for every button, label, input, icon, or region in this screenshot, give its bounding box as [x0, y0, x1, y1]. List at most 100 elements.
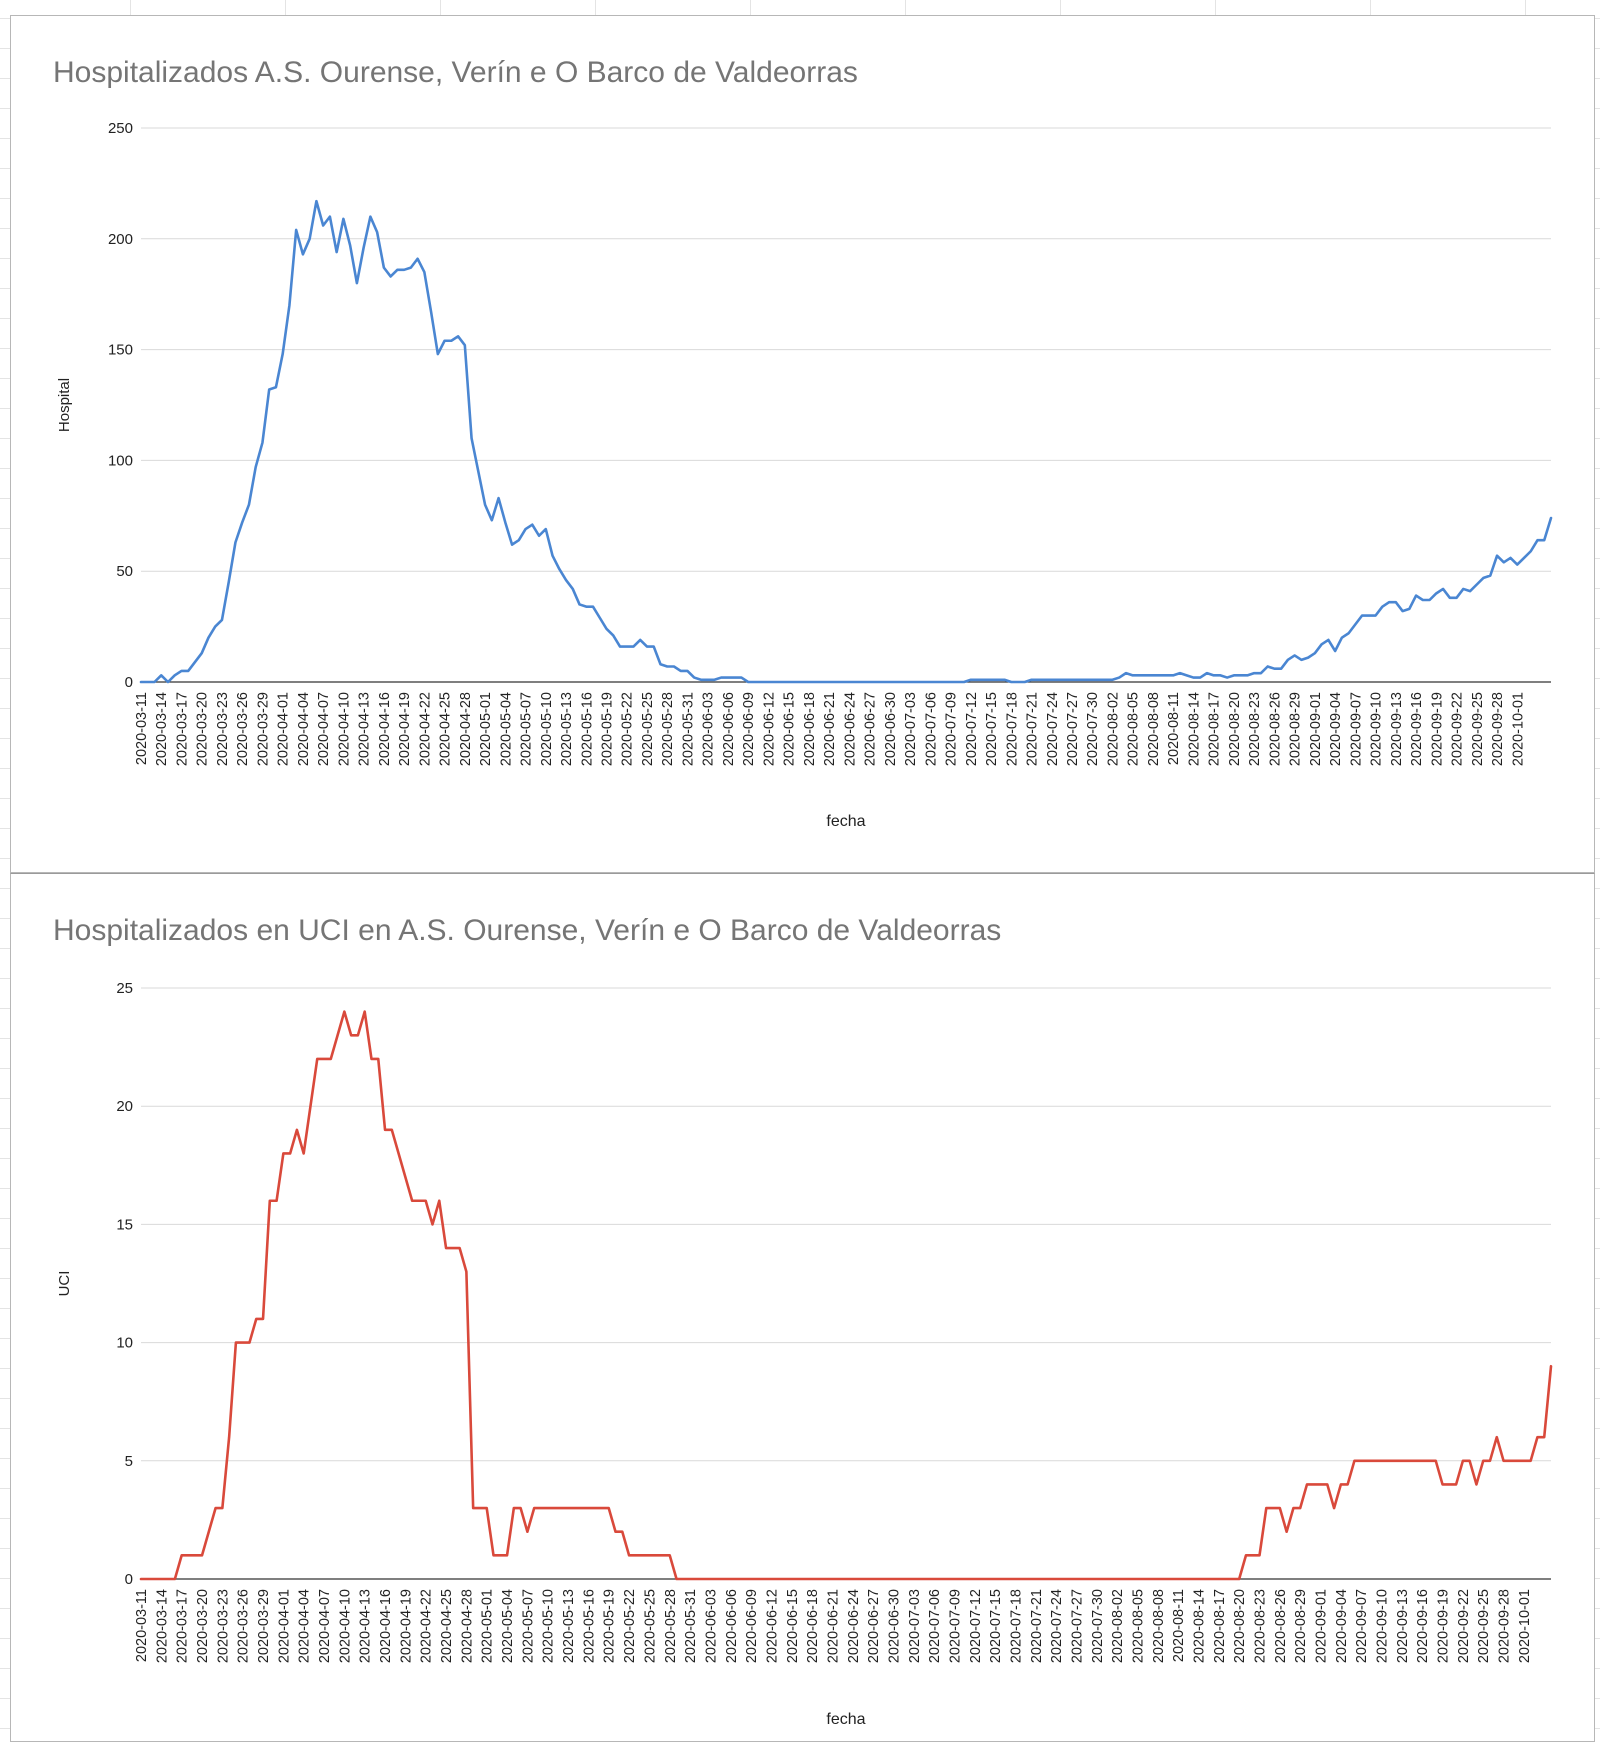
data-point: [1172, 674, 1175, 677]
data-point: [736, 1578, 739, 1581]
data-point: [585, 605, 588, 608]
x-axis-label: fecha: [826, 813, 865, 830]
data-point: [513, 1507, 516, 1510]
x-tick-label: 2020-04-13: [357, 692, 373, 766]
x-tick-label: 2020-08-23: [1253, 1589, 1269, 1663]
data-point: [1021, 1578, 1024, 1581]
x-tick-label: 2020-07-24: [1049, 1589, 1065, 1663]
data-point: [679, 670, 682, 673]
data-point: [1312, 1483, 1315, 1486]
data-point: [729, 1578, 732, 1581]
x-tick-label: 2020-09-04: [1334, 1589, 1350, 1663]
data-point: [180, 670, 183, 673]
data-point: [1543, 539, 1546, 542]
x-tick-label: 2020-08-23: [1247, 692, 1263, 766]
data-point: [1138, 674, 1141, 677]
data-point: [790, 1578, 793, 1581]
data-point: [1495, 1436, 1498, 1439]
x-tick-label: 2020-07-09: [944, 692, 960, 766]
data-point: [383, 266, 386, 269]
x-axis-label: fecha: [826, 1711, 865, 1728]
data-point: [720, 676, 723, 679]
data-point: [1293, 654, 1296, 657]
data-point: [1415, 594, 1418, 597]
chart-title: Hospitalizados en UCI en A.S. Ourense, V…: [53, 914, 1002, 947]
data-point: [666, 665, 669, 668]
data-point: [1536, 539, 1539, 542]
data-point: [1401, 1460, 1404, 1463]
x-tick-label: 2020-09-22: [1456, 1589, 1472, 1663]
data-point: [336, 1034, 339, 1037]
data-point: [540, 1507, 543, 1510]
data-point: [1233, 674, 1236, 677]
data-point: [160, 674, 163, 677]
data-point: [787, 681, 790, 684]
x-tick-label: 2020-06-03: [703, 1589, 719, 1663]
x-tick-label: 2020-04-10: [337, 1589, 353, 1663]
x-tick-label: 2020-03-11: [134, 692, 150, 765]
x-tick-label: 2020-03-17: [174, 692, 190, 766]
data-point: [574, 1507, 577, 1510]
data-point: [673, 665, 676, 668]
x-tick-label: 2020-08-05: [1126, 692, 1142, 766]
x-tick-label: 2020-06-09: [744, 1589, 760, 1663]
data-point: [1082, 1578, 1085, 1581]
data-point: [916, 681, 919, 684]
x-tick-label: 2020-07-12: [968, 1589, 984, 1663]
data-point: [1469, 590, 1472, 593]
data-point: [571, 588, 574, 591]
x-tick-label: 2020-09-07: [1354, 1589, 1370, 1663]
data-point: [693, 676, 696, 679]
data-point: [207, 636, 210, 639]
data-point: [187, 670, 190, 673]
data-point: [1206, 672, 1209, 675]
x-tick-label: 2020-04-04: [296, 692, 312, 766]
data-point: [1102, 1578, 1105, 1581]
data-point: [1428, 1460, 1431, 1463]
chart-hospitalizados[interactable]: Hospitalizados A.S. Ourense, Verín e O B…: [10, 15, 1595, 873]
data-point: [1219, 674, 1222, 677]
data-point: [309, 1105, 312, 1108]
data-point: [794, 681, 797, 684]
data-point: [1482, 1460, 1485, 1463]
x-tick-label: 2020-06-21: [825, 1589, 841, 1663]
x-tick-label: 2020-05-22: [622, 1589, 638, 1663]
data-point: [1152, 674, 1155, 677]
x-tick-label: 2020-09-07: [1348, 692, 1364, 766]
data-point: [1441, 1483, 1444, 1486]
data-point: [1084, 678, 1087, 681]
chart-uci[interactable]: Hospitalizados en UCI en A.S. Ourense, V…: [10, 873, 1595, 1742]
data-point: [892, 1578, 895, 1581]
x-tick-label: 2020-04-19: [397, 692, 413, 766]
x-tick-label: 2020-06-03: [701, 692, 717, 766]
x-tick-label: 2020-07-06: [927, 1589, 943, 1663]
data-point: [1218, 1578, 1221, 1581]
data-point: [781, 681, 784, 684]
data-point: [943, 681, 946, 684]
data-point: [201, 1554, 204, 1557]
data-point: [1320, 643, 1323, 646]
data-point: [323, 1058, 326, 1061]
data-point: [949, 681, 952, 684]
x-tick-label: 2020-07-06: [923, 692, 939, 766]
data-point: [457, 335, 460, 338]
y-tick-label: 0: [125, 674, 133, 691]
data-point: [662, 1554, 665, 1557]
data-point: [315, 200, 318, 203]
data-point: [423, 271, 426, 274]
y-tick-label: 200: [108, 231, 133, 248]
x-tick-label: 2020-07-15: [988, 1589, 1004, 1663]
data-point: [1266, 665, 1269, 668]
data-point: [1334, 650, 1337, 653]
x-tick-label: 2020-07-15: [984, 692, 1000, 766]
data-point: [922, 681, 925, 684]
y-tick-label: 250: [108, 120, 133, 137]
data-point: [960, 1578, 963, 1581]
data-point: [288, 304, 291, 307]
x-tick-label: 2020-09-19: [1429, 692, 1445, 766]
y-tick-label: 15: [116, 1216, 133, 1233]
data-point: [1050, 678, 1053, 681]
data-point: [1408, 608, 1411, 611]
x-tick-label: 2020-08-05: [1130, 1589, 1146, 1663]
x-tick-label: 2020-06-24: [842, 692, 858, 766]
